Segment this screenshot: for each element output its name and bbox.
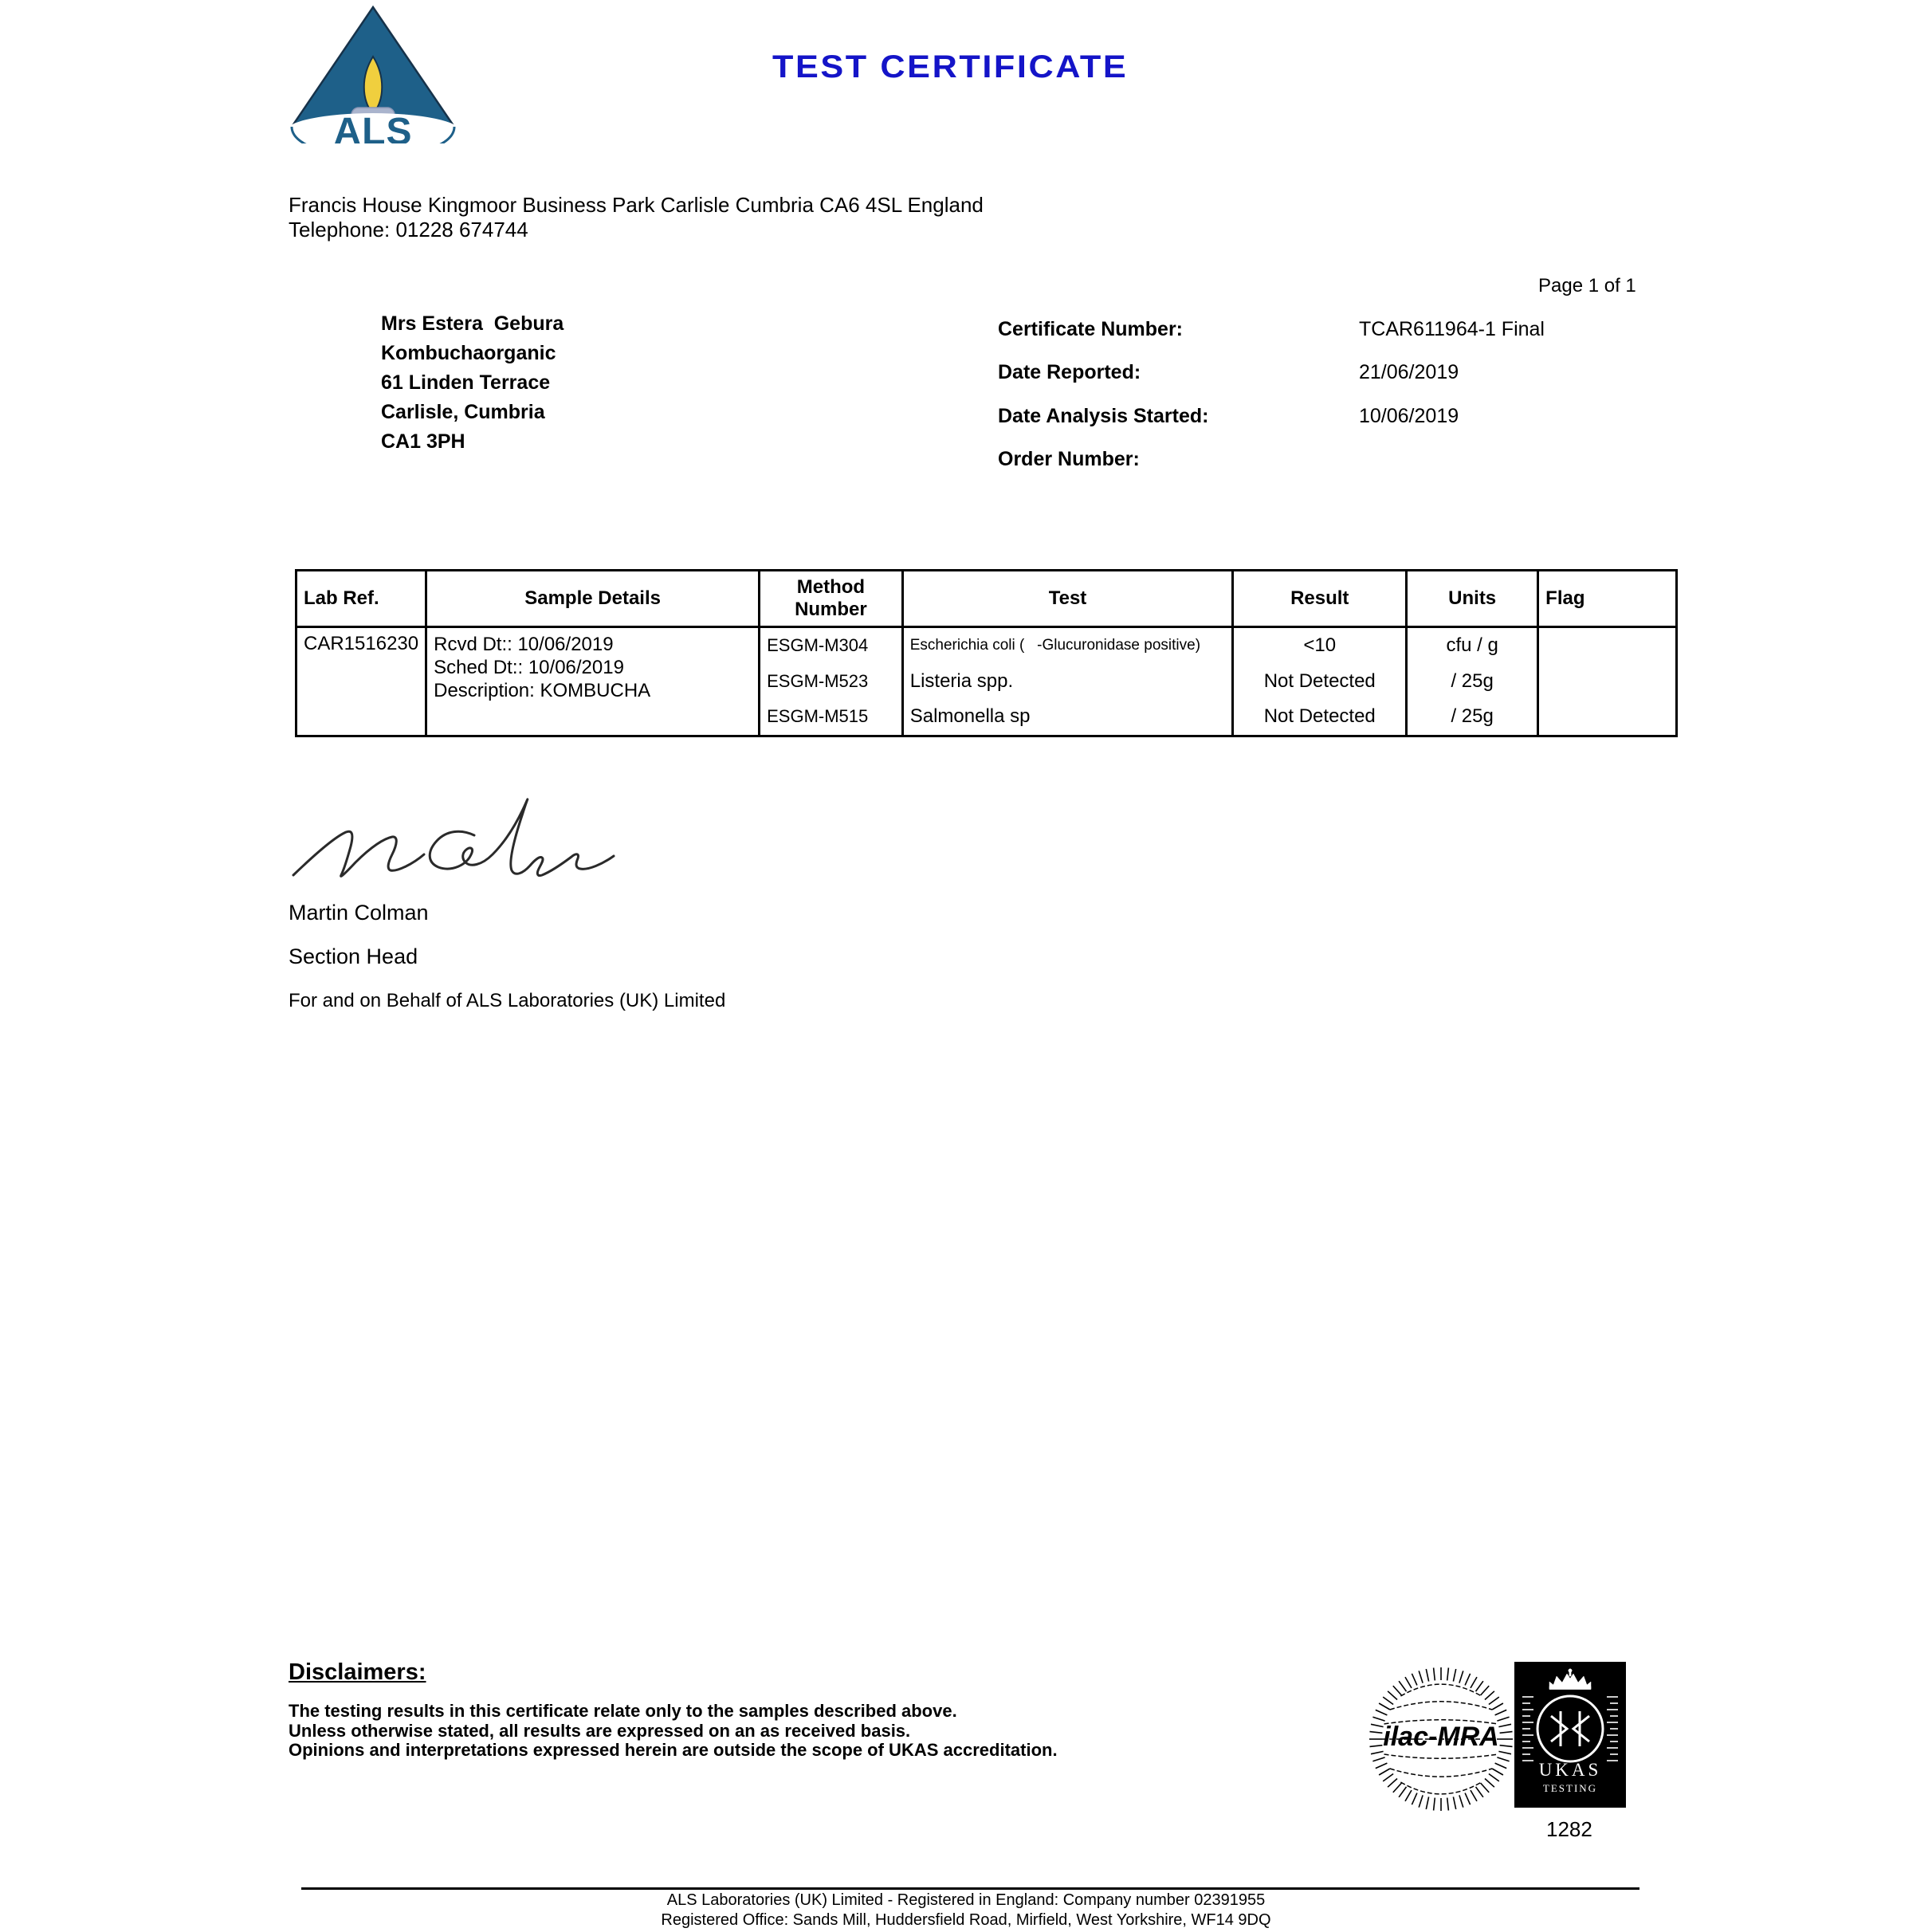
svg-text:UKAS: UKAS: [1539, 1760, 1602, 1780]
svg-text:ALS: ALS: [334, 111, 413, 143]
svg-text:TESTING: TESTING: [1543, 1782, 1597, 1794]
svg-text:ilac-MRA: ilac-MRA: [1383, 1722, 1498, 1752]
